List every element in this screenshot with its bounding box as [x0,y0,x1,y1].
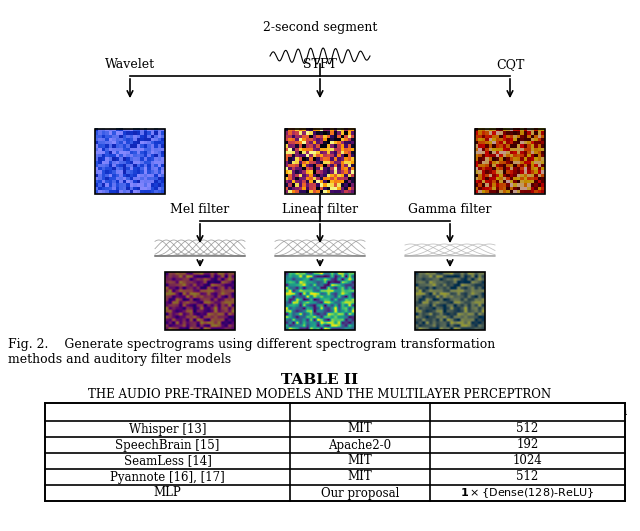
Text: Linear filter: Linear filter [282,203,358,216]
Text: 192: 192 [516,439,539,451]
Text: 1024: 1024 [513,455,542,467]
Bar [95,129,165,193]
Text: Using License: Using License [314,406,406,418]
Text: Models: Models [143,406,191,418]
Text: Gamma filter: Gamma filter [408,203,492,216]
Text: MIT: MIT [348,470,372,484]
Bar [45,403,625,501]
Text: MIT: MIT [348,423,372,435]
Text: Wavelet: Wavelet [105,58,155,71]
Text: Embedding size/configuration: Embedding size/configuration [428,406,627,418]
Text: 2-second segment: 2-second segment [263,21,377,34]
Text: THE AUDIO PRE-TRAINED MODELS AND THE MULTILAYER PERCEPTRON: THE AUDIO PRE-TRAINED MODELS AND THE MUL… [88,388,552,401]
Text: 512: 512 [516,470,539,484]
Text: TABLE II: TABLE II [282,373,358,387]
Bar [45,403,625,421]
Text: MLP: MLP [154,486,181,500]
Text: Whisper [13]: Whisper [13] [129,423,206,435]
Text: MIT: MIT [348,455,372,467]
Text: Apache2-0: Apache2-0 [328,439,392,451]
Text: STFT: STFT [303,58,337,71]
Text: SeamLess [14]: SeamLess [14] [124,455,211,467]
Bar [415,272,485,330]
Text: SpeechBrain [15]: SpeechBrain [15] [115,439,220,451]
Text: Fig. 2.    Generate spectrograms using different spectrogram transformation
meth: Fig. 2. Generate spectrograms using diff… [8,338,495,366]
Text: Our proposal: Our proposal [321,486,399,500]
Bar [165,272,235,330]
Bar [95,129,165,193]
Text: CQT: CQT [496,58,524,71]
Text: $\mathbf{1} \times \{\mathrm{Dense(128)\text{-}ReLU}\}$: $\mathbf{1} \times \{\mathrm{Dense(128)\… [460,486,595,500]
Bar [475,129,545,193]
Text: 512: 512 [516,423,539,435]
Bar [415,272,485,330]
Bar [165,272,235,330]
Text: Pyannote [16], [17]: Pyannote [16], [17] [110,470,225,484]
Bar [475,129,545,193]
Text: Mel filter: Mel filter [170,203,230,216]
Bar [285,129,355,193]
Bar [285,272,355,330]
